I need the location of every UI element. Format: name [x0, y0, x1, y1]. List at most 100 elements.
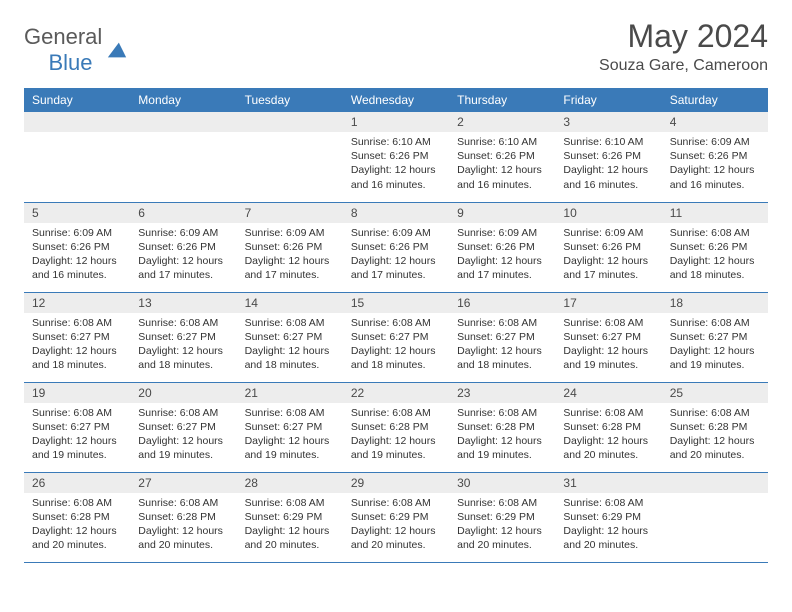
- day-number: 20: [130, 383, 236, 403]
- day-cell: 21Sunrise: 6:08 AM Sunset: 6:27 PM Dayli…: [237, 382, 343, 472]
- week-row: 12Sunrise: 6:08 AM Sunset: 6:27 PM Dayli…: [24, 292, 768, 382]
- day-cell: 8Sunrise: 6:09 AM Sunset: 6:26 PM Daylig…: [343, 202, 449, 292]
- day-info: Sunrise: 6:09 AM Sunset: 6:26 PM Dayligh…: [130, 223, 236, 289]
- day-header: Tuesday: [237, 88, 343, 112]
- day-info: Sunrise: 6:08 AM Sunset: 6:26 PM Dayligh…: [662, 223, 768, 289]
- day-number: 21: [237, 383, 343, 403]
- day-number: 2: [449, 112, 555, 132]
- day-cell: 19Sunrise: 6:08 AM Sunset: 6:27 PM Dayli…: [24, 382, 130, 472]
- day-cell: 7Sunrise: 6:09 AM Sunset: 6:26 PM Daylig…: [237, 202, 343, 292]
- day-number: 4: [662, 112, 768, 132]
- week-row: 19Sunrise: 6:08 AM Sunset: 6:27 PM Dayli…: [24, 382, 768, 472]
- day-number: 23: [449, 383, 555, 403]
- day-info: Sunrise: 6:08 AM Sunset: 6:28 PM Dayligh…: [130, 493, 236, 559]
- logo-text-blue: Blue: [48, 50, 92, 75]
- day-number: 24: [555, 383, 661, 403]
- day-header: Sunday: [24, 88, 130, 112]
- day-number: [662, 473, 768, 493]
- day-info: Sunrise: 6:09 AM Sunset: 6:26 PM Dayligh…: [662, 132, 768, 198]
- day-info: [662, 493, 768, 502]
- day-info: Sunrise: 6:08 AM Sunset: 6:29 PM Dayligh…: [555, 493, 661, 559]
- week-row: 5Sunrise: 6:09 AM Sunset: 6:26 PM Daylig…: [24, 202, 768, 292]
- day-number: 11: [662, 203, 768, 223]
- month-title: May 2024: [599, 18, 768, 55]
- day-cell: 11Sunrise: 6:08 AM Sunset: 6:26 PM Dayli…: [662, 202, 768, 292]
- day-number: 15: [343, 293, 449, 313]
- day-number: 13: [130, 293, 236, 313]
- day-cell: 22Sunrise: 6:08 AM Sunset: 6:28 PM Dayli…: [343, 382, 449, 472]
- day-cell: 14Sunrise: 6:08 AM Sunset: 6:27 PM Dayli…: [237, 292, 343, 382]
- day-info: Sunrise: 6:09 AM Sunset: 6:26 PM Dayligh…: [24, 223, 130, 289]
- day-number: 31: [555, 473, 661, 493]
- day-info: [24, 132, 130, 141]
- day-info: Sunrise: 6:08 AM Sunset: 6:27 PM Dayligh…: [130, 313, 236, 379]
- day-info: Sunrise: 6:08 AM Sunset: 6:27 PM Dayligh…: [449, 313, 555, 379]
- day-header: Saturday: [662, 88, 768, 112]
- day-number: 25: [662, 383, 768, 403]
- day-number: 1: [343, 112, 449, 132]
- day-info: [130, 132, 236, 141]
- day-info: Sunrise: 6:08 AM Sunset: 6:28 PM Dayligh…: [343, 403, 449, 469]
- day-info: Sunrise: 6:08 AM Sunset: 6:29 PM Dayligh…: [237, 493, 343, 559]
- day-info: Sunrise: 6:09 AM Sunset: 6:26 PM Dayligh…: [449, 223, 555, 289]
- day-cell: 31Sunrise: 6:08 AM Sunset: 6:29 PM Dayli…: [555, 472, 661, 562]
- day-number: 3: [555, 112, 661, 132]
- logo: General Blue: [24, 18, 128, 76]
- day-header-row: SundayMondayTuesdayWednesdayThursdayFrid…: [24, 88, 768, 112]
- day-number: 16: [449, 293, 555, 313]
- day-cell: 1Sunrise: 6:10 AM Sunset: 6:26 PM Daylig…: [343, 112, 449, 202]
- day-info: Sunrise: 6:10 AM Sunset: 6:26 PM Dayligh…: [449, 132, 555, 198]
- day-number: 29: [343, 473, 449, 493]
- day-number: [237, 112, 343, 132]
- day-number: [130, 112, 236, 132]
- day-number: 28: [237, 473, 343, 493]
- day-info: Sunrise: 6:08 AM Sunset: 6:27 PM Dayligh…: [237, 403, 343, 469]
- day-header: Monday: [130, 88, 236, 112]
- calendar-body: 1Sunrise: 6:10 AM Sunset: 6:26 PM Daylig…: [24, 112, 768, 562]
- day-number: [24, 112, 130, 132]
- day-cell: 30Sunrise: 6:08 AM Sunset: 6:29 PM Dayli…: [449, 472, 555, 562]
- day-info: Sunrise: 6:08 AM Sunset: 6:27 PM Dayligh…: [24, 313, 130, 379]
- day-header: Friday: [555, 88, 661, 112]
- day-number: 8: [343, 203, 449, 223]
- day-cell: 28Sunrise: 6:08 AM Sunset: 6:29 PM Dayli…: [237, 472, 343, 562]
- day-cell: 2Sunrise: 6:10 AM Sunset: 6:26 PM Daylig…: [449, 112, 555, 202]
- day-cell: 12Sunrise: 6:08 AM Sunset: 6:27 PM Dayli…: [24, 292, 130, 382]
- day-info: Sunrise: 6:10 AM Sunset: 6:26 PM Dayligh…: [555, 132, 661, 198]
- day-cell: 15Sunrise: 6:08 AM Sunset: 6:27 PM Dayli…: [343, 292, 449, 382]
- day-number: 10: [555, 203, 661, 223]
- day-number: 27: [130, 473, 236, 493]
- logo-text-general: General: [24, 24, 102, 49]
- title-block: May 2024 Souza Gare, Cameroon: [599, 18, 768, 75]
- day-cell: 18Sunrise: 6:08 AM Sunset: 6:27 PM Dayli…: [662, 292, 768, 382]
- calendar-table: SundayMondayTuesdayWednesdayThursdayFrid…: [24, 88, 768, 563]
- day-cell: 25Sunrise: 6:08 AM Sunset: 6:28 PM Dayli…: [662, 382, 768, 472]
- day-info: Sunrise: 6:09 AM Sunset: 6:26 PM Dayligh…: [343, 223, 449, 289]
- day-info: Sunrise: 6:08 AM Sunset: 6:28 PM Dayligh…: [449, 403, 555, 469]
- day-cell: 29Sunrise: 6:08 AM Sunset: 6:29 PM Dayli…: [343, 472, 449, 562]
- day-info: Sunrise: 6:08 AM Sunset: 6:29 PM Dayligh…: [449, 493, 555, 559]
- logo-spacer: [24, 50, 48, 75]
- day-info: Sunrise: 6:08 AM Sunset: 6:27 PM Dayligh…: [343, 313, 449, 379]
- day-cell: 6Sunrise: 6:09 AM Sunset: 6:26 PM Daylig…: [130, 202, 236, 292]
- day-info: Sunrise: 6:08 AM Sunset: 6:28 PM Dayligh…: [662, 403, 768, 469]
- day-info: [237, 132, 343, 141]
- logo-text: General Blue: [24, 24, 102, 76]
- day-cell: [130, 112, 236, 202]
- week-row: 1Sunrise: 6:10 AM Sunset: 6:26 PM Daylig…: [24, 112, 768, 202]
- day-number: 22: [343, 383, 449, 403]
- day-cell: 20Sunrise: 6:08 AM Sunset: 6:27 PM Dayli…: [130, 382, 236, 472]
- day-cell: 13Sunrise: 6:08 AM Sunset: 6:27 PM Dayli…: [130, 292, 236, 382]
- day-cell: 10Sunrise: 6:09 AM Sunset: 6:26 PM Dayli…: [555, 202, 661, 292]
- day-number: 12: [24, 293, 130, 313]
- day-number: 7: [237, 203, 343, 223]
- day-cell: [662, 472, 768, 562]
- day-info: Sunrise: 6:10 AM Sunset: 6:26 PM Dayligh…: [343, 132, 449, 198]
- day-cell: 4Sunrise: 6:09 AM Sunset: 6:26 PM Daylig…: [662, 112, 768, 202]
- calendar-page: General Blue May 2024 Souza Gare, Camero…: [0, 0, 792, 581]
- day-cell: 26Sunrise: 6:08 AM Sunset: 6:28 PM Dayli…: [24, 472, 130, 562]
- day-cell: 23Sunrise: 6:08 AM Sunset: 6:28 PM Dayli…: [449, 382, 555, 472]
- week-row: 26Sunrise: 6:08 AM Sunset: 6:28 PM Dayli…: [24, 472, 768, 562]
- day-info: Sunrise: 6:08 AM Sunset: 6:27 PM Dayligh…: [24, 403, 130, 469]
- day-number: 26: [24, 473, 130, 493]
